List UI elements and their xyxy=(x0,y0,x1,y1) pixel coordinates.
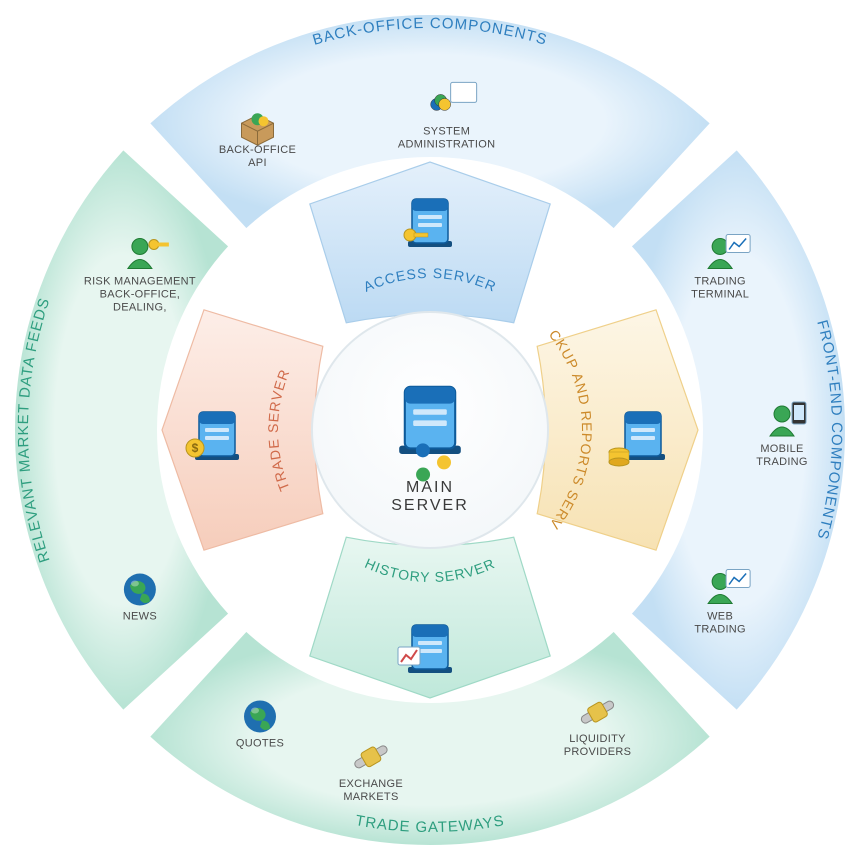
item-label-back-office-1-0: BACK-OFFICE xyxy=(219,144,296,156)
item-label-back-office-0-2: DEALING, xyxy=(113,302,167,314)
item-label-trade-gw-0-1: PROVIDERS xyxy=(564,746,632,758)
center-label-2: SERVER xyxy=(391,497,469,514)
item-label-front-end-2-0: WEB xyxy=(707,611,733,623)
item-label-back-office-0-0: RISK MANAGEMENT xyxy=(84,276,196,288)
globe-icon xyxy=(244,700,276,732)
item-label-front-end-0-1: TERMINAL xyxy=(691,289,749,301)
item-label-back-office-2-1: ADMINISTRATION xyxy=(398,138,496,150)
globe-icon xyxy=(124,574,156,606)
item-label-market-data-0-0: QUOTES xyxy=(236,737,284,749)
item-label-trade-gw-0-0: LIQUIDITY xyxy=(569,733,626,745)
item-label-front-end-2-1: TRADING xyxy=(694,624,746,636)
center-label-1: MAIN xyxy=(406,479,454,496)
item-label-trade-gw-1-0: EXCHANGE xyxy=(339,778,403,790)
item-label-market-data-1-0: NEWS xyxy=(123,611,157,623)
item-label-back-office-1-1: API xyxy=(248,157,267,169)
item-label-front-end-1-0: MOBILE xyxy=(760,443,803,455)
item-label-front-end-0-0: TRADING xyxy=(694,276,746,288)
item-label-front-end-1-1: TRADING xyxy=(756,456,808,468)
item-label-trade-gw-1-1: MARKETS xyxy=(343,791,398,803)
svg-text:$: $ xyxy=(192,441,199,455)
item-label-back-office-2-0: SYSTEM xyxy=(423,125,470,137)
item-label-back-office-0-1: BACK-OFFICE, xyxy=(100,289,181,301)
